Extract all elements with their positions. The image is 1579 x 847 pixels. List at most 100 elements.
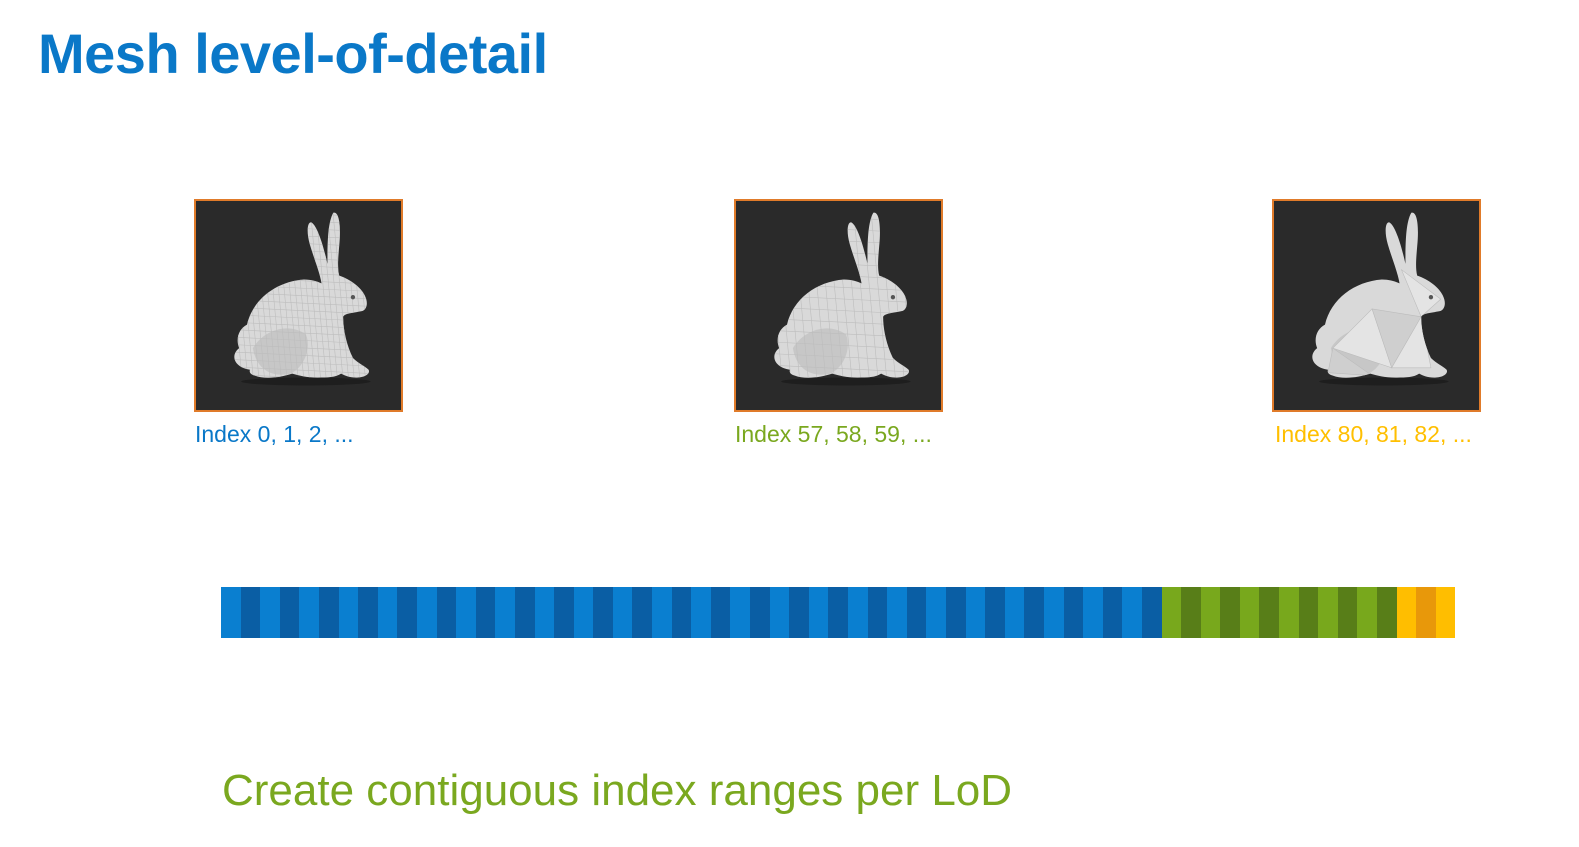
mesh-line [774,223,910,235]
index-segment-lod1 [1220,587,1240,638]
index-segment-lod0 [514,587,535,638]
mesh-line [236,212,257,378]
mesh-line [377,201,397,410]
mesh-line [234,260,370,271]
index-segment-lod0 [965,587,986,638]
index-segment-lod0 [475,587,496,638]
index-segment-lod0 [1063,587,1084,638]
index-segment-lod1 [1357,587,1378,638]
index-segment-lod0 [848,587,868,638]
bunny-shadow [781,377,911,386]
index-segment-lod0 [750,587,770,638]
mesh-line [196,388,401,398]
index-segment-lod0 [1141,587,1162,638]
index-segment-lod0 [534,587,555,638]
mesh-line [736,398,941,408]
index-segment-lod0 [730,587,751,638]
lod2-thumbnail [1272,199,1481,412]
mesh-facet [1400,268,1442,318]
mesh-line [234,212,370,219]
index-segment-lod0 [1024,587,1044,638]
index-segment-lod0 [828,587,848,638]
index-segment-lod0 [906,587,927,638]
index-segment-lod0 [436,587,457,638]
mesh-line [371,201,391,410]
index-segment-lod0 [416,587,437,638]
mesh-line [196,201,401,211]
mesh-line [904,212,910,378]
mesh-line [914,201,934,410]
index-segment-lod0 [985,587,1005,638]
bunny-shadow [241,377,371,386]
index-segment-lod0 [671,587,692,638]
mesh-line [774,212,910,223]
bunny-eye [350,295,356,300]
mesh-line [774,212,795,378]
index-segment-lod0 [1122,587,1142,638]
lod0-caption: Index 0, 1, 2, ... [195,421,354,447]
mesh-line [736,387,941,397]
index-buffer-bar [221,587,1456,638]
mesh-line [196,395,401,405]
index-segment-lod1 [1239,587,1260,638]
mesh-line [234,230,370,241]
lod1-caption: Index 57, 58, 59, ... [735,421,932,447]
bunny-eye [1428,295,1434,300]
mesh-line [774,363,910,374]
mesh-line [774,247,910,258]
index-segment-lod0 [612,587,633,638]
index-segment-lod0 [358,587,378,638]
mesh-line [774,212,786,378]
index-segment-lod0 [710,587,731,638]
mesh-line [869,212,890,378]
index-segment-lod1 [1161,587,1182,638]
mesh-line [331,212,352,378]
index-segment-lod0 [1083,587,1103,638]
mesh-line [234,267,370,279]
mesh-line [234,223,370,234]
mesh-line [234,212,246,378]
bunny-icon [196,201,401,410]
index-segment-lod0 [299,587,319,638]
mesh-line [774,258,910,270]
index-segment-lod0 [495,587,515,638]
index-segment-lod0 [926,587,946,638]
index-segment-lod0 [377,587,398,638]
index-segment-lod0 [573,587,594,638]
mesh-line [234,215,370,227]
index-segment-lod0 [867,587,888,638]
mesh-line [774,235,910,246]
mesh-line [234,364,370,376]
index-segment-lod0 [652,587,672,638]
mesh-line [309,212,330,378]
index-segment-lod1 [1337,587,1358,638]
index-segment-lod1 [1377,587,1397,638]
mesh-line [382,201,401,410]
mesh-line [736,201,941,211]
index-segment-lod0 [1043,587,1064,638]
mesh-line [234,212,251,378]
index-segment-lod1 [1279,587,1299,638]
bunny-icon [1312,212,1449,386]
index-segment-lod1 [1181,587,1201,638]
index-segment-lod0 [1102,587,1123,638]
footer-caption: Create contiguous index ranges per LoD [222,766,1013,815]
index-segment-lod0 [554,587,574,638]
bunny-shadow [1319,377,1449,386]
mesh-line [234,245,370,256]
index-segment-lod2 [1435,587,1456,638]
mesh-line [314,212,336,378]
index-segment-lod0 [691,587,711,638]
index-segment-lod2 [1416,587,1436,638]
index-segment-lod0 [1004,587,1025,638]
index-segment-lod0 [808,587,829,638]
index-segment-lod1 [1259,587,1280,638]
index-segment-lod0 [240,587,261,638]
mesh-line [234,252,370,264]
bunny-eye [890,295,896,300]
lod2-caption: Index 80, 81, 82, ... [1275,421,1472,447]
index-segment-lod1 [1318,587,1338,638]
mesh-line [922,201,941,410]
index-segment-lod0 [789,587,809,638]
index-segment-lod0 [318,587,339,638]
